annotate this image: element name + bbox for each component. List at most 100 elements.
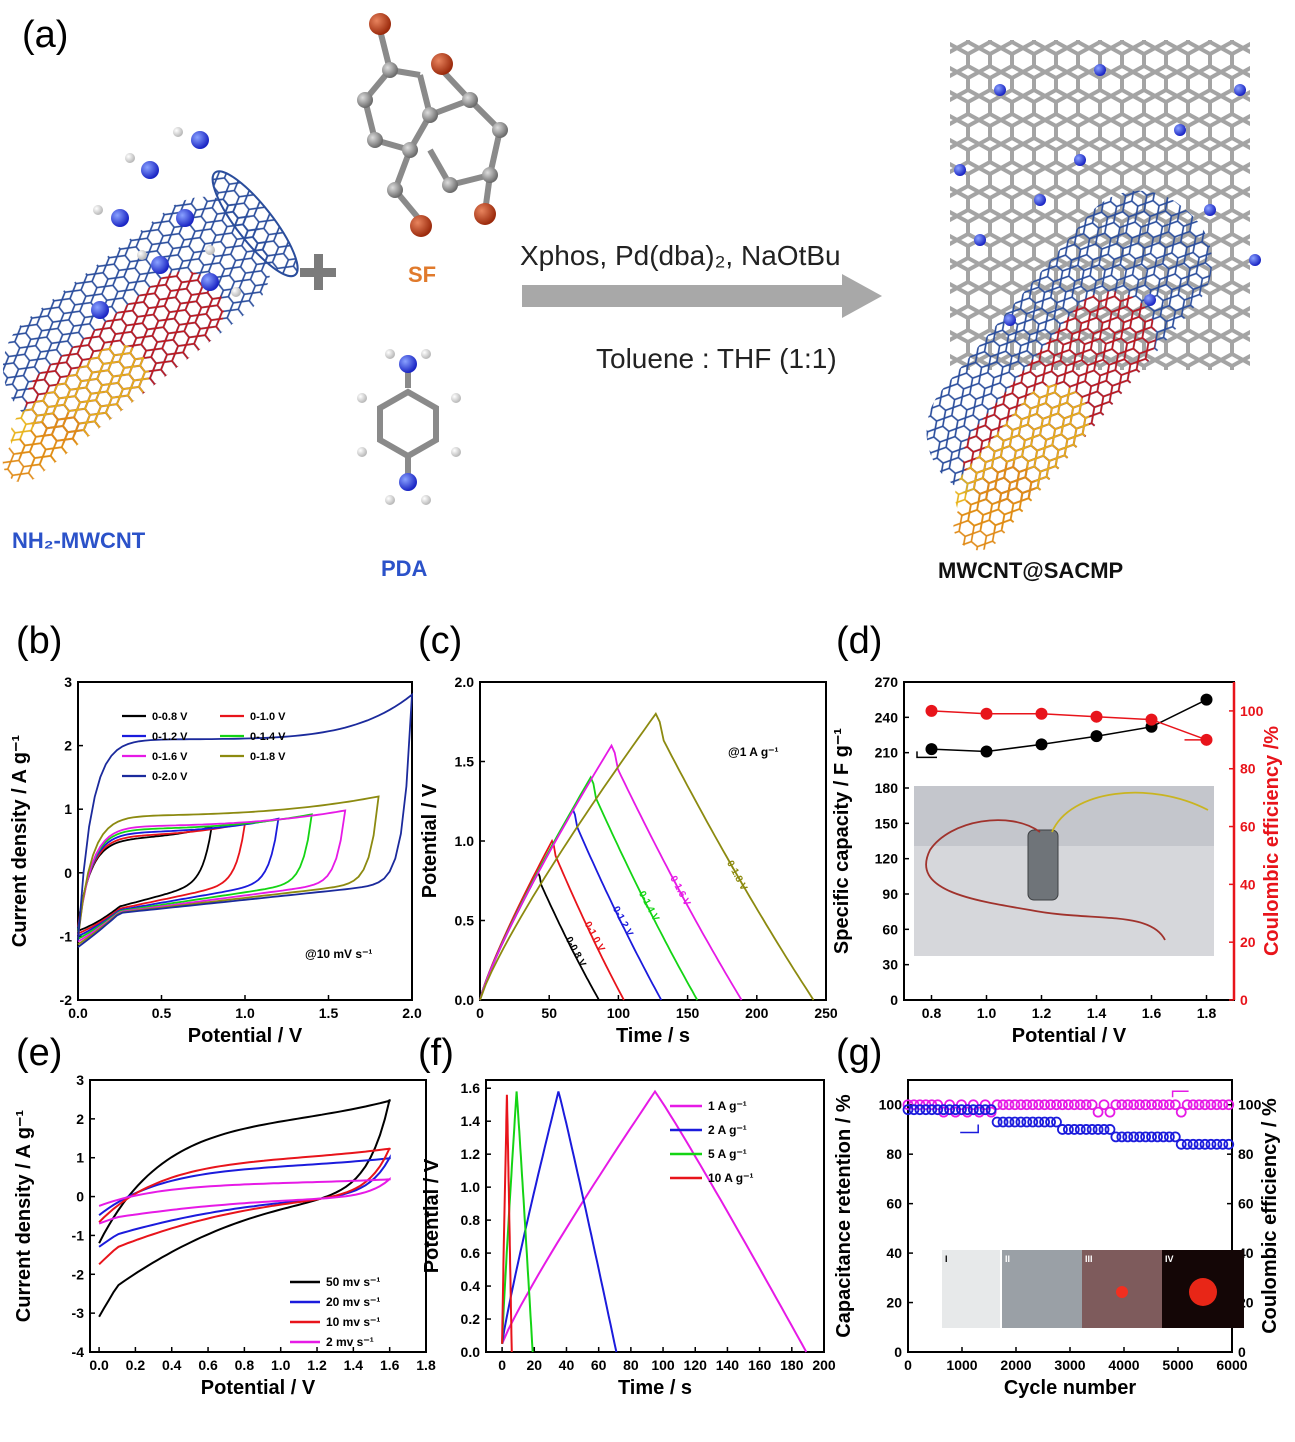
retention-point: [938, 1104, 950, 1116]
x-tick-label: 0: [498, 1357, 506, 1373]
y-tick-label: -1: [60, 928, 73, 944]
x-tick-label: 60: [591, 1357, 607, 1373]
x-tick-label: 80: [623, 1357, 639, 1373]
gcd-curve: [479, 743, 743, 1001]
efficiency-point: [1181, 1099, 1193, 1111]
x-axis-title: Potential / V: [201, 1377, 316, 1399]
y-tick-label: 0.0: [461, 1344, 481, 1360]
capacity-point: [1035, 738, 1048, 751]
x-axis-title: Potential / V: [188, 1025, 303, 1047]
reaction-scheme: NH₂-MWCNT SF PDA MWCNT@SACMP Xphos, Pd(d…: [2, 13, 1261, 583]
y-tick-label: 3: [76, 1072, 84, 1088]
efficiency-point: [1140, 1099, 1152, 1111]
y-tick-label: 0: [890, 992, 898, 1008]
efficiency-point: [1086, 1099, 1098, 1111]
legend-label: 5 A g⁻¹: [708, 1147, 747, 1161]
y-tick-label: 100: [879, 1097, 903, 1113]
panel-label-a: (a): [22, 14, 69, 56]
reaction-conditions-bottom: Toluene : THF (1:1): [596, 343, 837, 374]
y-tick-label: -3: [72, 1305, 85, 1321]
y-tick-label: 80: [886, 1146, 902, 1162]
y-tick-label: -2: [72, 1266, 85, 1282]
y-tick-label: 240: [875, 709, 899, 725]
y-tick-label: 2: [76, 1111, 84, 1127]
scan-rate-annotation: @10 mV s⁻¹: [305, 947, 372, 961]
y-tick-label: 150: [875, 815, 899, 831]
retention-point: [1217, 1138, 1229, 1150]
y-tick-label: 0.0: [455, 992, 475, 1008]
efficiency-line: [931, 710, 1207, 741]
retention-point: [985, 1104, 997, 1116]
efficiency-point: [1003, 1099, 1015, 1111]
capacity-point: [1090, 730, 1103, 743]
efficiency-point: [925, 704, 938, 717]
y-tick-label: 1.2: [461, 1146, 481, 1162]
retention-point: [967, 1104, 979, 1116]
efficiency-point: [1045, 1099, 1056, 1111]
window-label: 0-1.8 V: [724, 859, 749, 893]
x-tick-label: 1.8: [416, 1357, 436, 1373]
x-tick-label: 1.2: [307, 1357, 327, 1373]
inset-label: III: [1085, 1254, 1093, 1264]
efficiency-point: [1163, 1099, 1175, 1111]
efficiency-point: [1158, 1099, 1169, 1111]
capacity-line: [931, 699, 1207, 753]
retention-point: [1051, 1116, 1062, 1128]
x-tick-label: 100: [607, 1005, 631, 1021]
inset-photo: [942, 1250, 1000, 1328]
efficiency-point: [1187, 1099, 1199, 1111]
reaction-conditions-top: Xphos, Pd(dba)₂, NaOtBu: [520, 240, 841, 271]
retention-point: [1169, 1131, 1181, 1143]
retention-point: [1086, 1124, 1098, 1135]
x-tick-label: 4000: [1108, 1357, 1139, 1373]
y2-tick-label: 60: [1238, 1196, 1254, 1212]
chart-d-capacity-efficiency: 0.8 1.0 1.2 1.4 1.6 1.8 0 30 60 90 120 150 180 210 240…: [831, 674, 1283, 1047]
y-tick-label: 2: [64, 738, 72, 754]
retention-point: [1057, 1124, 1068, 1135]
efficiency-point: [1092, 1106, 1104, 1118]
capacity-point: [925, 743, 938, 756]
y-tick-label: 60: [886, 1196, 902, 1212]
inset-label: I: [945, 1254, 948, 1264]
x-tick-label: 1.0: [271, 1357, 291, 1373]
retention-point: [902, 1104, 914, 1116]
y-tick-label: 0.5: [455, 913, 475, 929]
cv-curve: [98, 1154, 391, 1248]
retention-point: [1146, 1131, 1157, 1143]
cv-curve-014: [77, 813, 313, 940]
efficiency-point: [1015, 1099, 1027, 1111]
x-tick-label: 200: [812, 1357, 836, 1373]
y2-tick-label: 60: [1240, 819, 1256, 835]
window-label: 0-1.0 V: [582, 920, 607, 954]
retention-point: [950, 1104, 961, 1116]
x-tick-label: 1.4: [344, 1357, 364, 1373]
x-axis-title: Time / s: [616, 1025, 690, 1047]
led-glow: [1189, 1278, 1217, 1306]
y-tick-label: 0.4: [461, 1278, 481, 1294]
efficiency-point: [1104, 1106, 1116, 1118]
retention-point: [1003, 1116, 1015, 1128]
label-nh2-mwcnt: NH₂-MWCNT: [12, 528, 146, 553]
retention-point: [1140, 1131, 1152, 1143]
efficiency-point: [1122, 1099, 1134, 1111]
efficiency-point: [1062, 1099, 1074, 1111]
chart-c-gcd-windows: 0 50 100 150 200 250 0.0 0.5 1.0 1.5 2.0 Time / s Po…: [419, 674, 838, 1047]
retention-point: [1205, 1138, 1217, 1150]
panel-label-f: (f): [418, 1032, 454, 1074]
y2-tick-label: 0: [1238, 1344, 1246, 1360]
retention-point: [944, 1104, 955, 1116]
panel-label-c: (c): [418, 620, 463, 662]
efficiency-point: [1169, 1099, 1181, 1111]
x-tick-label: 6000: [1216, 1357, 1247, 1373]
reaction-arrow: [522, 274, 882, 318]
retention-point: [1122, 1131, 1134, 1143]
x-tick-label: 20: [526, 1357, 542, 1373]
mwcnt-sacmp-model: [926, 40, 1261, 551]
y-axis-title: Potential / V: [421, 1158, 443, 1273]
x-tick-label: 0.2: [126, 1357, 146, 1373]
gcd-curve: [501, 1089, 808, 1353]
efficiency-point: [1068, 1099, 1080, 1111]
efficiency-point: [1039, 1099, 1051, 1111]
y2-tick-label: 0: [1240, 992, 1248, 1008]
x-tick-label: 50: [541, 1005, 557, 1021]
